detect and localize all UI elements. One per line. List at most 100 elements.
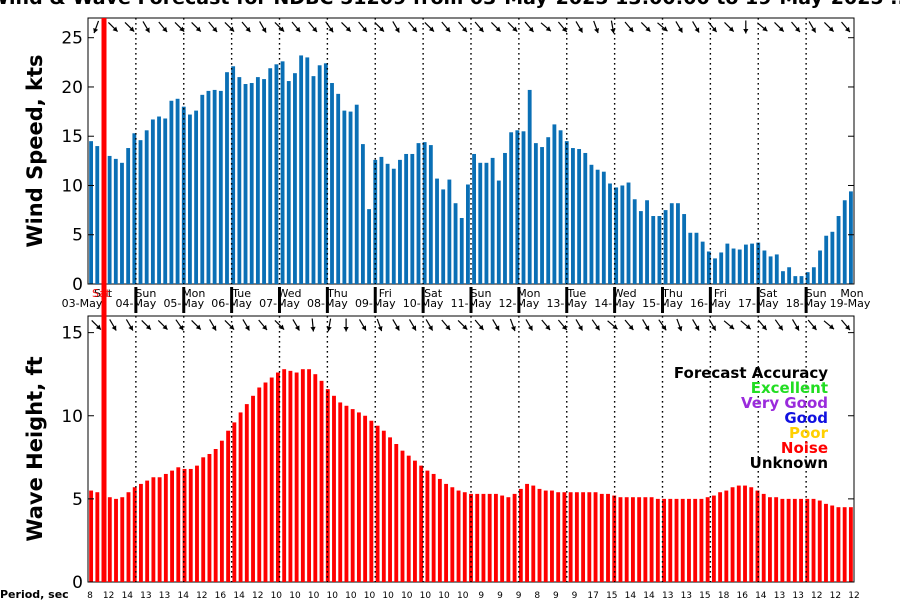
bar — [475, 493, 480, 582]
bar — [643, 497, 648, 582]
bar — [487, 493, 492, 582]
direction-arrow — [492, 319, 500, 331]
bar — [694, 232, 699, 284]
bar — [533, 143, 538, 284]
direction-arrow — [692, 21, 700, 33]
direction-arrow — [358, 21, 368, 33]
bar — [360, 144, 365, 284]
bar — [244, 404, 249, 582]
bar — [313, 374, 318, 582]
bar — [632, 199, 637, 284]
day-name-label: Sat — [759, 287, 778, 300]
bar — [95, 146, 100, 284]
wave-bars — [89, 369, 853, 583]
period-value: 14 — [233, 591, 245, 600]
direction-arrow — [358, 319, 367, 331]
bar — [323, 63, 328, 284]
direction-arrow — [740, 320, 752, 330]
period-value: 14 — [177, 591, 189, 600]
bar — [348, 111, 353, 284]
direction-arrow — [692, 319, 700, 331]
bar — [441, 189, 446, 284]
bar — [490, 157, 495, 284]
bar — [388, 437, 392, 582]
bar — [550, 490, 554, 582]
bar — [344, 405, 349, 582]
period-value: 10 — [308, 591, 320, 600]
direction-arrow — [624, 21, 634, 33]
bar — [163, 118, 168, 285]
bar — [836, 216, 841, 284]
bar — [367, 209, 371, 284]
direction-arrow — [241, 21, 251, 33]
direction-arrow — [291, 21, 301, 33]
direction-arrow — [474, 21, 484, 33]
bar — [830, 505, 835, 582]
bar — [651, 216, 656, 284]
bar — [282, 369, 287, 582]
direction-arrow — [292, 319, 300, 331]
bar — [472, 153, 476, 284]
direction-arrow — [175, 319, 184, 331]
bar — [693, 498, 698, 583]
bar — [638, 211, 643, 284]
period-value: 14 — [122, 591, 134, 600]
bar — [688, 232, 693, 284]
bar — [431, 473, 436, 582]
direction-arrow — [841, 319, 851, 331]
period-value: 10 — [345, 591, 357, 600]
direction-arrow — [724, 21, 735, 33]
day-name-label: Wed — [613, 287, 637, 300]
bar — [268, 68, 273, 285]
direction-arrow — [376, 318, 383, 332]
direction-arrow — [458, 21, 468, 33]
bar — [849, 191, 853, 284]
direction-arrow — [93, 20, 100, 34]
bar — [805, 498, 810, 583]
bar — [478, 162, 483, 284]
bar — [531, 485, 536, 582]
bar — [206, 90, 211, 285]
direction-arrow — [441, 319, 451, 331]
bar — [181, 106, 186, 284]
bar — [330, 83, 334, 285]
direction-arrow — [392, 319, 400, 331]
bar — [466, 184, 470, 284]
period-value: 10 — [420, 591, 432, 600]
period-value: 16 — [215, 591, 227, 600]
bar — [293, 73, 297, 284]
bar — [743, 485, 747, 582]
bar — [456, 490, 461, 582]
bar — [836, 507, 841, 582]
bar — [749, 487, 754, 582]
day-separators — [134, 18, 808, 582]
period-value: 13 — [159, 591, 170, 600]
direction-arrow — [509, 318, 516, 332]
legend-excellent: Excellent — [751, 379, 828, 397]
period-value: 10 — [382, 591, 394, 600]
bar — [750, 243, 754, 284]
bar — [518, 488, 523, 582]
bar — [444, 483, 449, 582]
bar — [251, 395, 255, 582]
direction-arrow — [642, 319, 650, 331]
direction-arrow — [575, 319, 584, 331]
bar — [157, 477, 162, 582]
direction-arrow — [209, 319, 217, 331]
bar — [288, 370, 293, 582]
bar — [163, 473, 168, 582]
bar — [419, 465, 424, 583]
bar — [299, 55, 304, 284]
direction-arrow — [242, 319, 250, 331]
direction-arrow — [557, 319, 568, 331]
bar — [768, 256, 773, 284]
period-value: 10 — [364, 591, 376, 600]
bar — [255, 77, 260, 284]
bar — [89, 490, 94, 582]
bar — [599, 493, 604, 582]
bar — [114, 498, 118, 583]
bar — [608, 183, 612, 284]
ytick-label: 0 — [72, 573, 83, 593]
bar — [680, 498, 685, 583]
bar — [342, 110, 347, 284]
